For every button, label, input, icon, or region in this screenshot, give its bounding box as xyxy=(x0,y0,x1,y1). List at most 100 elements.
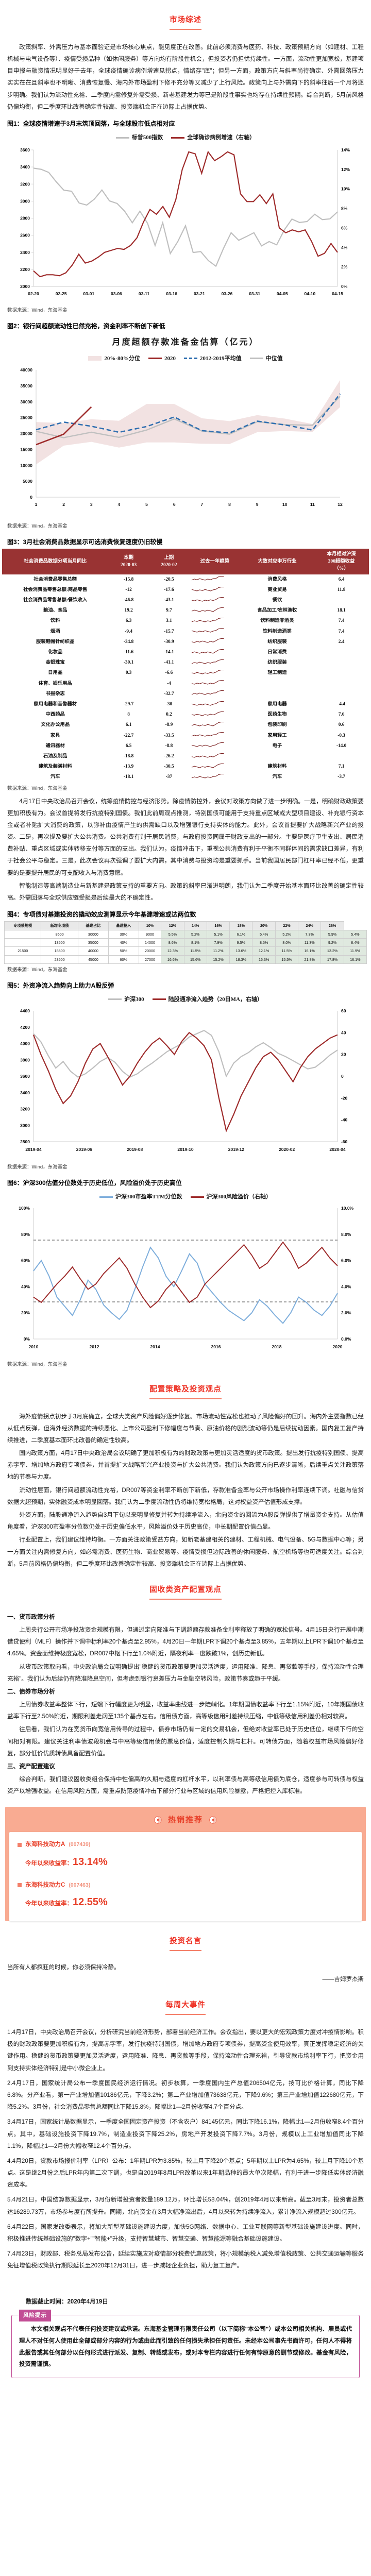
figure5-source: 数据来源：Wind，东海基金 xyxy=(7,1164,68,1171)
fund-item[interactable]: 东海科技动力C (007463) 今年以来收益率：12.55% xyxy=(18,1880,353,1912)
cell-previous-value: -41.1 xyxy=(164,660,174,666)
legend-item-sp500: 标普500指数 xyxy=(115,132,163,143)
svg-text:60%: 60% xyxy=(21,1258,30,1263)
event-item: 6.4月22日，国家发改委表示，将加大新型基础设施建设力度，加快5G网络、数据中… xyxy=(7,2223,364,2243)
table-row: 中西药品 8 0.2 医药生物 7.6 xyxy=(2,710,369,720)
cell-item-name: 社会消费品零售总额:餐饮收入 xyxy=(23,598,88,603)
figure6-legend: 沪深300市盈率TTM分位数 沪深300风险溢价（右轴） xyxy=(5,1192,366,1202)
xls-cell-input: 8500 xyxy=(41,929,78,939)
table-row: 社会消费品零售总额:餐饮收入 -46.8 -43.1 餐饮 xyxy=(2,596,369,606)
cell-current-value: -12 xyxy=(125,587,132,592)
xls-row: 13500 35000 40% 14000 8.6% 8.1% 7.9% 9.5% 8.5% 8.… xyxy=(4,938,367,947)
svg-text:80%: 80% xyxy=(21,1232,30,1237)
xls-row: 23500 45000 60% 27000 16.6% 15.6% 15.2% 18.3% 16… xyxy=(4,955,367,964)
legend-swatch-icon xyxy=(99,1196,113,1198)
cell-excess-return xyxy=(314,658,369,668)
fixed-income-paragraph-5: 综合判断，我们建议固收类组合保持中性偏高的久期与适度的杠杆水平，以利率债与高等级… xyxy=(7,1776,364,1795)
flower-icon xyxy=(154,1816,162,1824)
xls-cell-input: 18500 xyxy=(41,946,78,956)
cell-current-value xyxy=(108,679,148,689)
svg-text:2016: 2016 xyxy=(211,1344,221,1349)
sparkline-icon xyxy=(191,701,224,706)
xls-cell-growth: 7.3% xyxy=(298,929,322,939)
svg-text:2800: 2800 xyxy=(20,216,30,221)
xls-col-header: 14% xyxy=(183,921,207,930)
sparkline-icon xyxy=(191,628,224,633)
cell-previous-value: -30.5 xyxy=(164,764,174,770)
xls-cell-input: 40% xyxy=(108,938,139,947)
xls-col-header: 基建占比 xyxy=(77,921,109,930)
sparkline-icon xyxy=(191,638,224,643)
cell-previous-value: -26.2 xyxy=(164,753,174,759)
allocation-paragraph-3: 流动性层面，银行间超额流动性充裕，DR007等资金利率不断创下新低，存款准备金率… xyxy=(7,1486,364,1505)
svg-text:11: 11 xyxy=(310,502,315,507)
svg-text:30000: 30000 xyxy=(20,399,32,404)
hot-sale-body: 东海科技动力A (007439) 今年以来收益率：13.14% 东海科技动力C … xyxy=(9,1832,362,1921)
figure2-subtitle: 月度超额存款准备金估算（亿元） xyxy=(112,338,259,347)
svg-text:03-21: 03-21 xyxy=(194,291,205,296)
hot-sale-title-row: 热销推荐 xyxy=(5,1813,366,1833)
svg-text:3600: 3600 xyxy=(20,147,30,152)
legend-swatch-icon xyxy=(249,358,263,360)
svg-text:0%: 0% xyxy=(24,1336,30,1342)
cell-item-name: 家用电器和音像器材 xyxy=(33,701,77,707)
xls-cell-growth: 8.0% xyxy=(275,938,299,947)
fixed-income-paragraph-1: 上周央行公开市场净投放资金规模有限，但通过定向降准与下调超额存款准备金利率释放了… xyxy=(7,1626,364,1657)
xls-cell-growth: 8.1% xyxy=(183,938,207,947)
svg-text:2019-06: 2019-06 xyxy=(76,1147,92,1152)
cell-current-value: -30.1 xyxy=(123,660,134,666)
cell-sparkline xyxy=(189,585,241,595)
cell-industry: 包装印刷 xyxy=(267,722,287,728)
cell-excess-return: 7.1 xyxy=(338,764,345,770)
cell-sparkline xyxy=(189,710,241,720)
xls-cell-input: 9000 xyxy=(138,929,162,939)
section-header-quote: 投资名言 xyxy=(0,1935,371,1951)
risk-notice-tag: 风险提示 xyxy=(19,2309,51,2322)
sparkline-icon xyxy=(191,773,224,778)
cell-sparkline xyxy=(189,772,241,783)
cell-excess-return: 2.4 xyxy=(338,639,345,645)
cell-current-value: -15.8 xyxy=(123,577,134,582)
legend-item-hs300: 沪深300 xyxy=(108,994,144,1005)
cell-excess-return xyxy=(314,751,369,761)
cell-excess-return xyxy=(314,679,369,689)
cell-item-name: 书报杂志 xyxy=(45,691,65,697)
fund-code: (007463) xyxy=(69,1882,91,1888)
fund-return-row: 今年以来收益率：13.14% xyxy=(18,1853,353,1872)
xls-cell-growth: 11.5% xyxy=(275,946,299,956)
figure5-title: 图5：外资净流入趋势向上助力A股反弹 xyxy=(7,981,114,989)
table-row: 日用品 0.3 -6.6 轻工制造 xyxy=(2,668,369,679)
svg-text:3000: 3000 xyxy=(20,1123,30,1128)
table-row: 文化办公用品 6.1 -8.9 包装印刷 0.6 xyxy=(2,720,369,731)
col-header-name: 社会消费品数据分项当月同比 xyxy=(2,548,109,575)
xls-cell-growth: 5.4% xyxy=(343,929,367,939)
xls-cell-input: 23500 xyxy=(41,955,78,964)
legend-item-2020: 2020 xyxy=(148,353,176,364)
figure1-source: 数据来源：Wind，东海基金 xyxy=(7,308,68,314)
cell-item-name: 文化办公用品 xyxy=(41,722,70,728)
svg-text:8%: 8% xyxy=(341,206,348,211)
svg-text:2019-12: 2019-12 xyxy=(228,1147,244,1152)
cell-excess-return xyxy=(314,648,369,658)
figure1-svg: 2000 2200 2400 2600 2800 3000 3200 3400 3600 0% 2%… xyxy=(20,147,350,296)
legend-swatch-icon xyxy=(152,998,166,1001)
xls-cell-growth: 6.1% xyxy=(229,929,253,939)
col-header-current: 本期 2020-03 xyxy=(108,548,149,575)
xls-col-header: 24% xyxy=(298,921,322,930)
xls-header-row: 专项债规模 新增专项债 基建占比 基建投入 10% 12% 14% 16% 18% 20% 22% 2… xyxy=(4,921,367,930)
table-header-row: 社会消费品数据分项当月同比 本期 2020-03 上期 2020-02 过去一年趋势… xyxy=(2,548,369,575)
cell-item-name: 中西药品 xyxy=(45,712,65,718)
fund-return-value: 13.14% xyxy=(73,1856,108,1868)
legend-item-pe-percentile: 沪深300市盈率TTM分位数 xyxy=(99,1192,182,1202)
svg-text:9: 9 xyxy=(256,502,259,507)
event-item: 4.4月20日，贷款市场报价利率（LPR）公布：1年期LPR为3.85%，较上月… xyxy=(7,2157,364,2189)
svg-text:2.0%: 2.0% xyxy=(341,1310,351,1315)
cell-excess-return: 7.6 xyxy=(338,712,345,718)
fund-name: 东海科技动力C xyxy=(25,1882,65,1888)
svg-text:60: 60 xyxy=(341,1008,346,1013)
sparkline-icon xyxy=(191,618,224,622)
xls-col-header: 18% xyxy=(229,921,253,930)
fund-item[interactable]: 东海科技动力A (007439) 今年以来收益率：13.14% xyxy=(18,1839,353,1871)
sparkline-icon xyxy=(191,753,224,758)
svg-text:20: 20 xyxy=(341,1052,346,1057)
